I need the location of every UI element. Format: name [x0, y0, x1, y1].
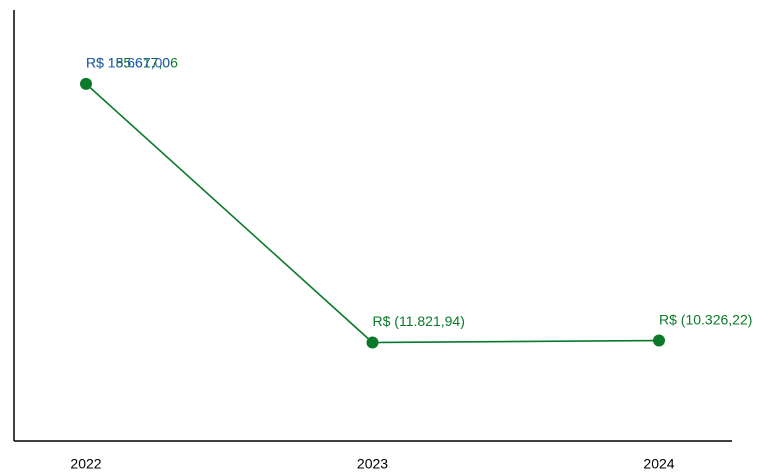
value-label: R$ 185.617,06: [86, 55, 178, 71]
marker: [80, 77, 92, 90]
x-tick-label: 2022: [70, 456, 101, 472]
x-tick-label: 2024: [643, 456, 674, 472]
annotation: R$ 15.667,00: [86, 55, 170, 71]
value-label: R$ (11.821,94): [373, 313, 465, 329]
value-label: R$ (10.326,22): [659, 311, 752, 327]
x-tick-label: 2023: [357, 456, 388, 472]
marker: [366, 336, 379, 349]
line: [85, 83, 660, 344]
marker: [653, 334, 665, 347]
